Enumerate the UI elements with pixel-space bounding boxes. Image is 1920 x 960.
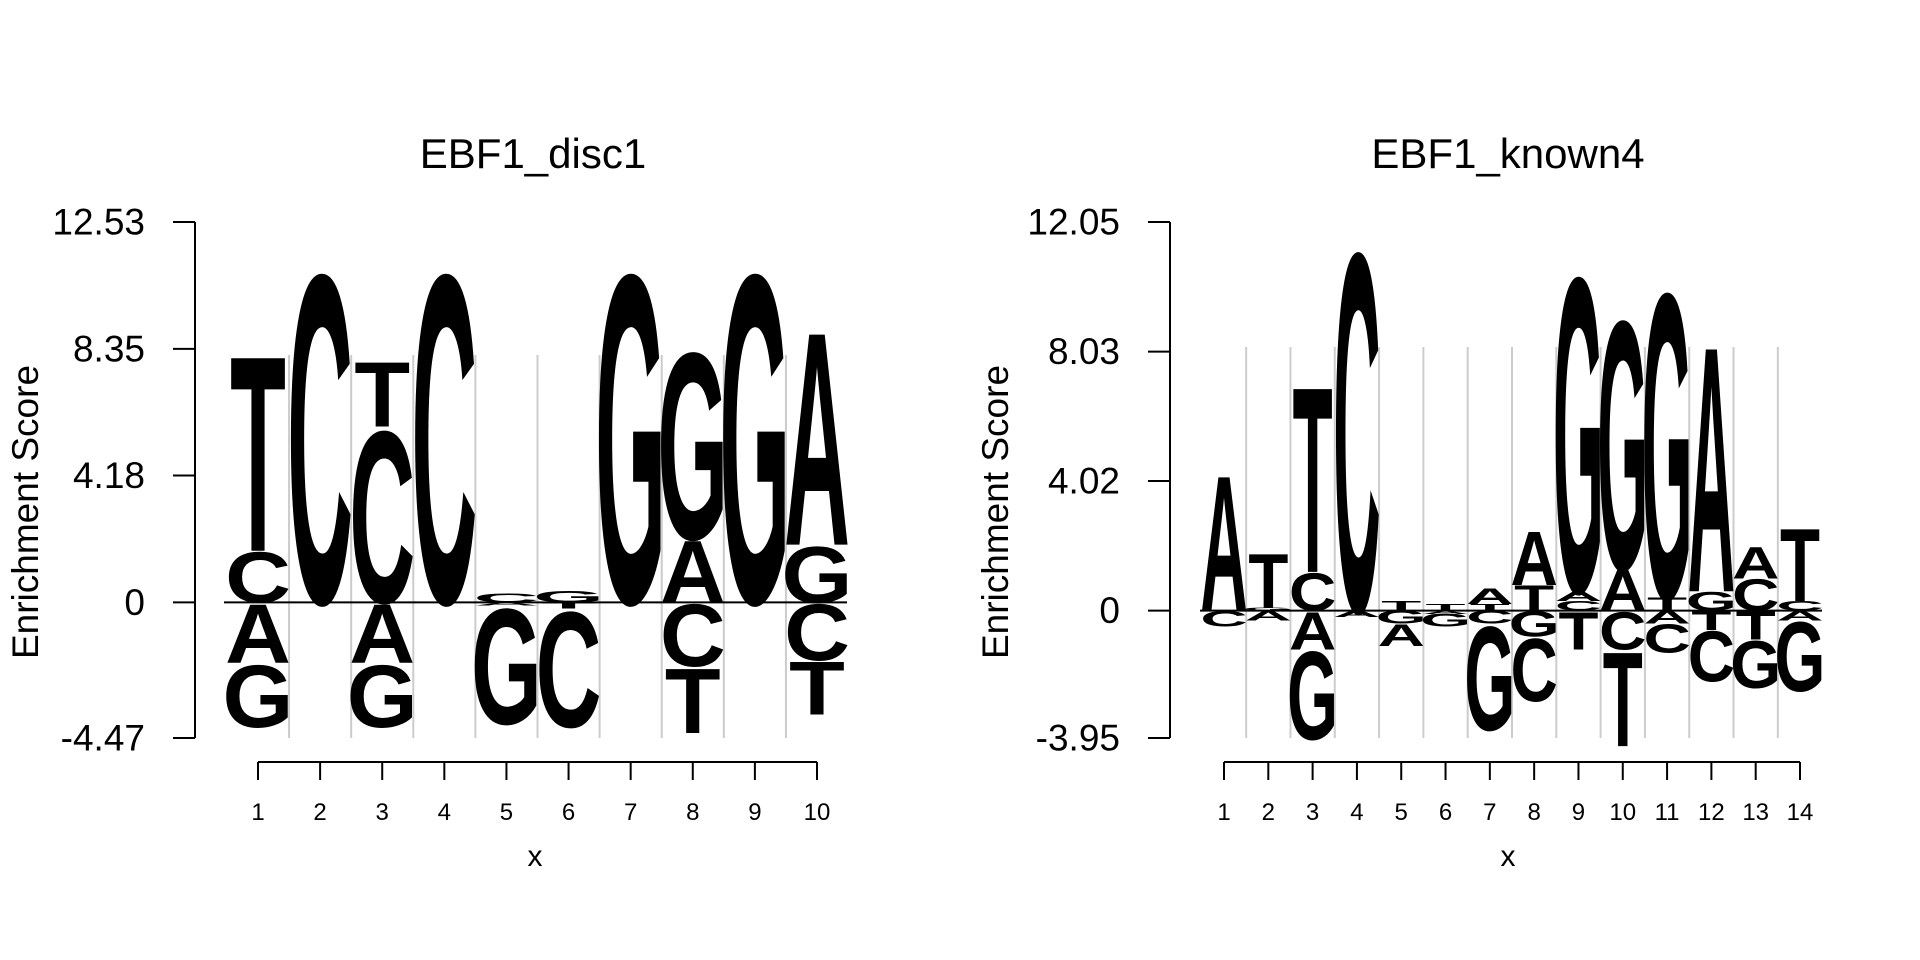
logo-letter-t: T: [1293, 333, 1333, 630]
x-tick-label: 5: [1395, 799, 1408, 826]
x-tick-label: 13: [1742, 799, 1769, 826]
logo-letter-g: G: [657, 298, 728, 596]
logo-letter-t: T: [789, 646, 845, 731]
x-tick-label: 2: [1262, 799, 1275, 826]
x-axis-label: x: [1501, 840, 1516, 873]
y-tick-label: 8.35: [73, 328, 145, 369]
x-tick-label: 8: [686, 799, 699, 826]
logo-letter-c: C: [1289, 562, 1336, 622]
logo-letter-a: A: [474, 602, 540, 607]
logo-letter-a: A: [1555, 589, 1602, 604]
x-tick-label: 14: [1787, 799, 1814, 826]
y-tick-label: 4.02: [1048, 460, 1120, 501]
logo-letter-g: G: [1287, 627, 1338, 768]
logo-letter-a: A: [1599, 559, 1646, 624]
chart-title: EBF1_disc1: [420, 130, 646, 177]
logo-letter-c: C: [287, 176, 353, 702]
logo-letter-c: C: [1511, 620, 1558, 721]
logo-letter-a: A: [1511, 517, 1558, 602]
logo-letter-t: T: [1514, 579, 1554, 619]
logo-letter-a: A: [1643, 608, 1690, 628]
logo-letter-a: A: [1333, 609, 1380, 619]
y-tick-label: -4.47: [61, 718, 145, 759]
logo-letter-t: T: [1780, 509, 1820, 624]
y-tick-label: 0: [124, 582, 145, 623]
chart-title: EBF1_known4: [1371, 130, 1644, 177]
logo-letter-g: G: [1730, 628, 1781, 703]
logo-letter-g: G: [533, 587, 604, 606]
x-tick-label: 9: [748, 799, 761, 826]
x-tick-label: 4: [438, 799, 451, 826]
x-tick-label: 1: [1217, 799, 1230, 826]
logo-letter-g: G: [1376, 608, 1427, 628]
x-tick-label: 4: [1350, 799, 1363, 826]
y-tick-label: 12.05: [1027, 202, 1120, 243]
x-tick-label: 7: [1483, 799, 1496, 826]
logo-letter-c: C: [1466, 608, 1513, 628]
logo-letter-a: A: [1245, 608, 1292, 623]
logo-letter-g: G: [719, 176, 790, 702]
logo-letter-g: G: [471, 575, 542, 760]
y-tick-label: 0: [1099, 590, 1120, 631]
y-tick-label: 8.03: [1048, 331, 1120, 372]
logo-letter-g: G: [595, 176, 666, 702]
y-tick-label: 12.53: [52, 202, 145, 243]
logo-letter-t: T: [541, 601, 597, 611]
logo-letter-t: T: [1603, 625, 1643, 775]
logo-letter-a: A: [1732, 537, 1779, 588]
logo-letter-a: A: [1422, 610, 1469, 615]
logo-letter-g: G: [1775, 602, 1826, 713]
logo-letter-t: T: [354, 342, 410, 446]
logo-letter-g: G: [1420, 611, 1471, 631]
logo-letter-g: G: [1597, 247, 1648, 645]
logo-panel-ebf1-known4: EBF1_known4 Enrichment Score x -3.95 0 4.0…: [975, 130, 1825, 873]
logo-letter-g: G: [1553, 185, 1604, 687]
logo-letter-t: T: [1470, 603, 1511, 613]
logo-letter-g: G: [1464, 597, 1515, 763]
x-tick-label: 6: [562, 799, 575, 826]
x-tick-label: 2: [313, 799, 326, 826]
logo-letter-a: A: [1378, 618, 1425, 653]
x-tick-label: 6: [1439, 799, 1452, 826]
logo-letter-c: C: [536, 578, 602, 763]
x-tick-label: 1: [251, 799, 264, 826]
logo-letter-g: G: [1243, 607, 1294, 612]
logo-letter-t: T: [665, 649, 721, 753]
logo-letter-c: C: [225, 538, 291, 618]
x-tick-label: 3: [376, 799, 389, 826]
logo-letter-g: G: [782, 530, 853, 620]
logo-letter-t: T: [1426, 603, 1467, 613]
y-axis-label: Enrichment Score: [975, 365, 1016, 659]
x-tick-label: 8: [1527, 799, 1540, 826]
x-tick-label: 9: [1572, 799, 1585, 826]
x-tick-label: 3: [1306, 799, 1319, 826]
logo-letter-c: C: [1732, 570, 1779, 621]
logo-letter-c: C: [1333, 146, 1380, 720]
x-tick-label: 11: [1655, 799, 1680, 826]
logo-letter-a: A: [660, 522, 726, 622]
y-tick-label: -3.95: [1036, 718, 1120, 759]
x-tick-label: 12: [1698, 799, 1725, 826]
logo-letter-c: C: [1688, 617, 1735, 698]
logo-letter-a: A: [1688, 273, 1735, 666]
x-tick-label: 10: [804, 799, 831, 826]
x-tick-label: 5: [500, 799, 513, 826]
y-axis-label: Enrichment Score: [5, 365, 46, 659]
x-tick-label: 10: [1609, 799, 1636, 826]
logo-letter-a: A: [1466, 584, 1513, 609]
logo-panel-ebf1-disc1: EBF1_disc1 Enrichment Score x -4.47 0 4.18…: [5, 130, 852, 873]
logo-letter-a: A: [1200, 435, 1247, 652]
logo-letter-g: G: [347, 647, 418, 747]
logo-letter-c: C: [1643, 616, 1690, 661]
x-tick-label: 7: [624, 799, 637, 826]
y-tick-label: 4.18: [73, 455, 145, 496]
logo-letter-a: A: [784, 268, 850, 609]
logo-letter-g: G: [223, 647, 294, 747]
logo-letter-c: C: [349, 381, 415, 655]
x-axis-label: x: [528, 840, 543, 873]
logo-letter-a: A: [1776, 608, 1823, 623]
logo-letter-c: C: [411, 176, 477, 702]
logo-letter-t: T: [230, 299, 286, 611]
